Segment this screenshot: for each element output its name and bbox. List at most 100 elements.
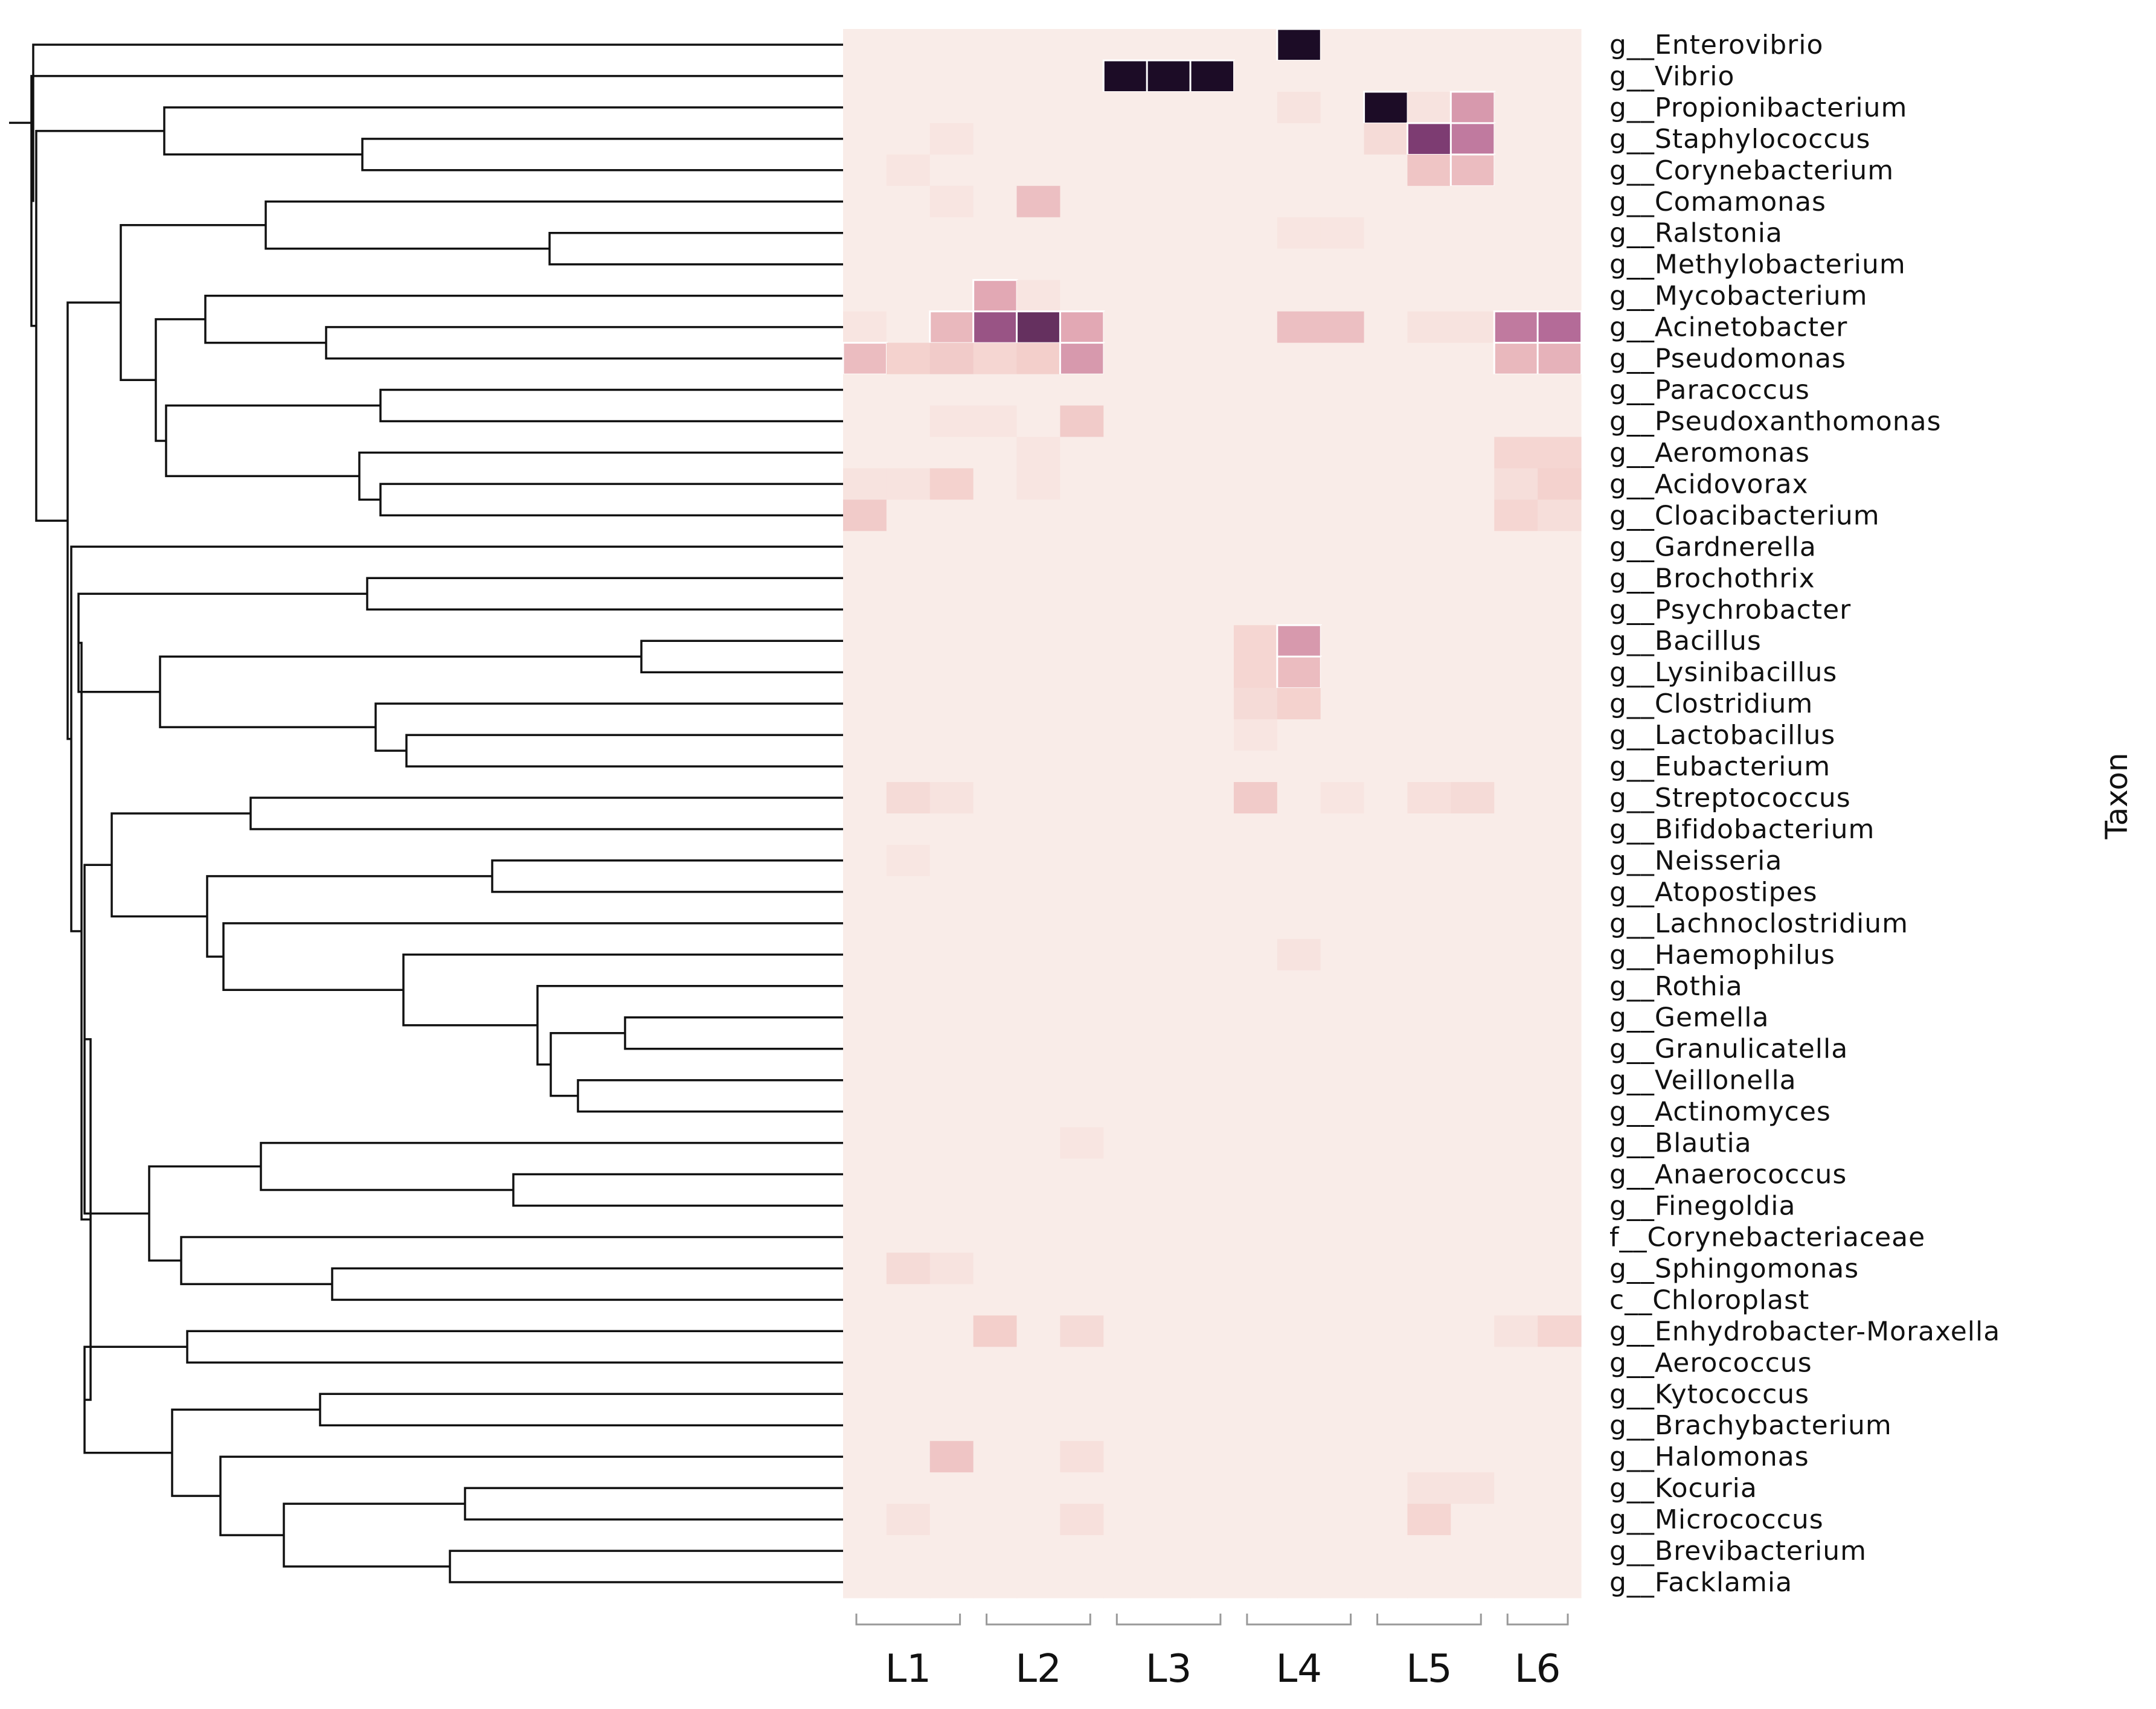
heat-cell bbox=[1451, 1409, 1495, 1441]
heat-cell bbox=[1059, 310, 1105, 344]
heat-cell bbox=[1016, 280, 1061, 312]
heat-cell bbox=[1060, 562, 1104, 594]
heat-cell bbox=[1060, 1190, 1104, 1222]
heat-cell bbox=[1233, 1221, 1278, 1254]
heat-cell bbox=[1494, 123, 1538, 155]
heat-cell bbox=[1016, 1378, 1061, 1410]
heat-cell bbox=[1147, 123, 1191, 155]
heat-cell bbox=[1060, 813, 1104, 845]
heat-cell bbox=[1103, 1221, 1147, 1254]
heat-cell bbox=[843, 1033, 887, 1065]
heat-cell bbox=[1493, 310, 1539, 344]
heat-cell bbox=[929, 531, 974, 563]
heat-cell bbox=[1538, 656, 1582, 688]
heat-cell bbox=[1103, 1409, 1147, 1441]
heat-cell bbox=[1538, 531, 1582, 563]
taxon-label: g__Rothia bbox=[1609, 971, 1743, 1002]
dendrogram-branch bbox=[366, 577, 843, 611]
dendrogram-branch bbox=[512, 1173, 843, 1207]
heat-cell bbox=[1494, 248, 1538, 281]
heat-cell bbox=[1233, 1378, 1278, 1410]
heat-cell bbox=[1494, 1566, 1538, 1598]
heat-cell bbox=[1060, 625, 1104, 657]
dendrogram-branch bbox=[361, 138, 843, 172]
heat-cell bbox=[1494, 91, 1538, 124]
heat-cell bbox=[1538, 1033, 1582, 1065]
heat-cell bbox=[1494, 1252, 1538, 1284]
heat-cell bbox=[1277, 1566, 1321, 1598]
heat-cell bbox=[1494, 60, 1538, 92]
heat-cell bbox=[1190, 91, 1234, 124]
heat-cell bbox=[1233, 374, 1278, 406]
heat-cell bbox=[929, 813, 974, 845]
heat-cell bbox=[929, 1284, 974, 1316]
heat-cell bbox=[1060, 1064, 1104, 1097]
heat-cell bbox=[1233, 154, 1278, 187]
heat-cell bbox=[1538, 217, 1582, 249]
heat-cell bbox=[1060, 499, 1104, 531]
heat-cell bbox=[1103, 751, 1147, 783]
heat-cell bbox=[1233, 970, 1278, 1002]
heat-cell bbox=[929, 751, 974, 783]
heat-cell bbox=[1451, 938, 1495, 971]
heat-cell bbox=[1277, 844, 1321, 877]
dendrogram-branch bbox=[374, 702, 843, 752]
heat-cell bbox=[1016, 1347, 1061, 1379]
heat-cell bbox=[1147, 280, 1191, 312]
heat-cell bbox=[1016, 970, 1061, 1002]
heat-cell bbox=[1494, 185, 1538, 218]
heat-cell bbox=[1320, 280, 1365, 312]
heat-cell bbox=[1320, 1001, 1365, 1034]
heat-cell bbox=[1451, 311, 1495, 344]
heat-cell bbox=[1103, 1378, 1147, 1410]
heat-cell bbox=[1016, 1504, 1061, 1536]
heat-cell bbox=[1320, 1284, 1365, 1316]
dendrogram-branch bbox=[260, 1141, 843, 1191]
heat-cell bbox=[1320, 60, 1365, 92]
heat-cell bbox=[1060, 719, 1104, 751]
heat-cell bbox=[973, 531, 1018, 563]
heat-cell bbox=[1494, 531, 1538, 563]
heat-cell bbox=[929, 594, 974, 626]
heat-cell bbox=[843, 154, 887, 187]
heat-cell bbox=[1320, 625, 1365, 657]
heat-cell bbox=[973, 60, 1018, 92]
heat-cell bbox=[1190, 342, 1234, 375]
heat-cell bbox=[1364, 499, 1408, 531]
heat-cell bbox=[1060, 437, 1104, 469]
heat-cell bbox=[1320, 91, 1365, 124]
heat-cell bbox=[1407, 1472, 1451, 1504]
heat-cell bbox=[1494, 1190, 1538, 1222]
heat-cell bbox=[1451, 531, 1495, 563]
heat-cell bbox=[1494, 1441, 1538, 1473]
heat-cell bbox=[1538, 248, 1582, 281]
heat-cell bbox=[1538, 1566, 1582, 1598]
heat-cell bbox=[1060, 1504, 1104, 1536]
taxon-label: g__Bifidobacterium bbox=[1609, 814, 1875, 845]
heat-cell bbox=[1147, 1033, 1191, 1065]
heat-cell bbox=[1277, 405, 1321, 438]
heat-cell bbox=[1103, 938, 1147, 971]
heat-cell bbox=[843, 656, 887, 688]
heat-cell bbox=[1407, 1127, 1451, 1159]
heat-cell bbox=[1451, 374, 1495, 406]
heat-cell bbox=[1190, 1472, 1234, 1504]
heat-cell bbox=[1277, 154, 1321, 187]
heat-cell bbox=[1494, 656, 1538, 688]
heat-cell bbox=[1016, 499, 1061, 531]
heat-cell bbox=[1494, 1378, 1538, 1410]
heat-cell bbox=[1016, 310, 1062, 344]
heat-cell bbox=[973, 468, 1018, 500]
heat-cell bbox=[929, 154, 974, 187]
heat-cell bbox=[1538, 1064, 1582, 1097]
taxon-label: c__Chloroplast bbox=[1609, 1284, 1809, 1315]
heat-cell bbox=[1451, 625, 1495, 657]
dendrogram-branch bbox=[165, 404, 380, 478]
heat-cell bbox=[1233, 719, 1278, 751]
heat-cell bbox=[1538, 970, 1582, 1002]
heat-cell bbox=[1233, 1252, 1278, 1284]
heat-cell bbox=[1233, 907, 1278, 940]
dendrogram-branch bbox=[204, 294, 843, 344]
heat-cell bbox=[1277, 1409, 1321, 1441]
heat-cell bbox=[1147, 405, 1191, 438]
